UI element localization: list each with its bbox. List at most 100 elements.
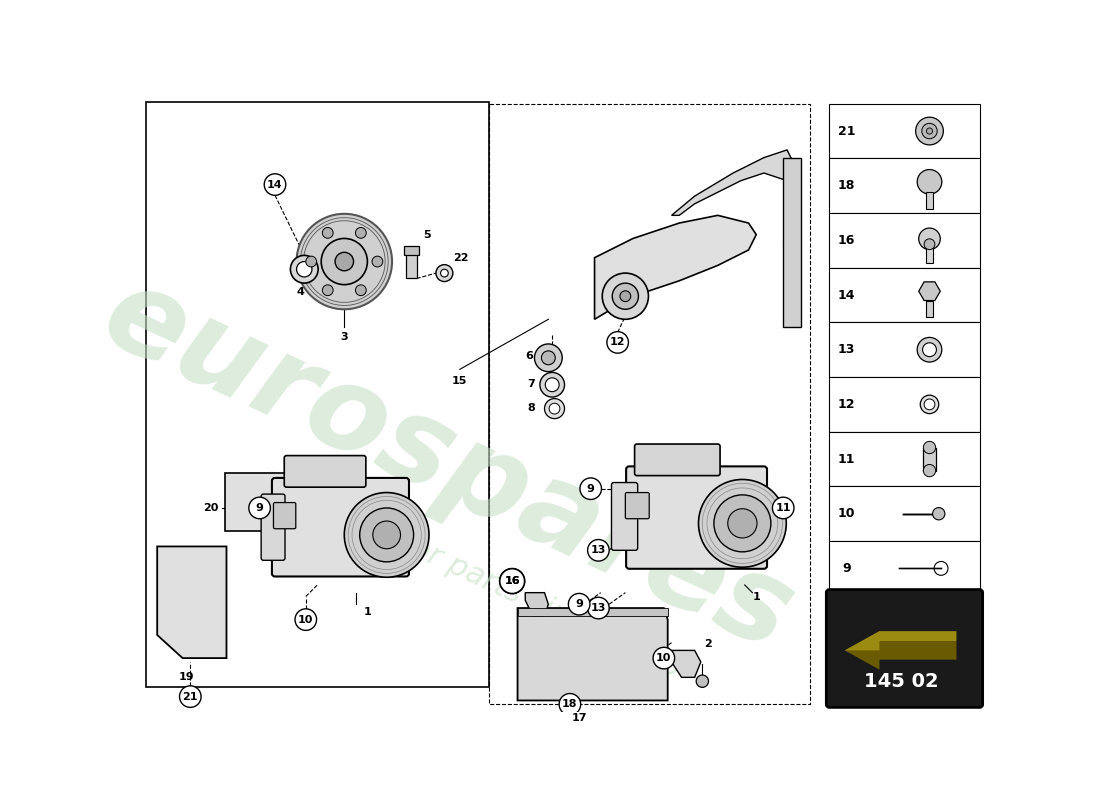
Text: 19: 19 xyxy=(178,672,195,682)
Text: 11: 11 xyxy=(837,453,855,466)
Text: 8: 8 xyxy=(528,403,536,413)
Text: 1: 1 xyxy=(752,591,760,602)
Bar xyxy=(926,192,933,209)
Bar xyxy=(923,447,936,470)
Circle shape xyxy=(297,262,312,277)
Circle shape xyxy=(580,478,602,499)
FancyBboxPatch shape xyxy=(826,590,982,707)
Circle shape xyxy=(923,442,936,454)
Circle shape xyxy=(290,255,318,283)
Text: 4: 4 xyxy=(297,287,305,298)
FancyBboxPatch shape xyxy=(272,478,409,577)
Circle shape xyxy=(322,227,333,238)
Polygon shape xyxy=(517,608,668,701)
Text: 2: 2 xyxy=(704,639,712,650)
Polygon shape xyxy=(157,546,227,658)
Bar xyxy=(926,302,933,317)
Circle shape xyxy=(297,214,392,310)
Text: 145 02: 145 02 xyxy=(864,672,938,690)
Bar xyxy=(829,213,979,268)
Polygon shape xyxy=(517,608,668,616)
Polygon shape xyxy=(671,650,701,678)
Circle shape xyxy=(549,403,560,414)
Text: 18: 18 xyxy=(562,699,578,710)
Text: 6: 6 xyxy=(525,351,533,362)
Circle shape xyxy=(728,509,757,538)
Circle shape xyxy=(924,399,935,410)
FancyBboxPatch shape xyxy=(261,494,285,560)
Text: 16: 16 xyxy=(838,234,855,247)
Text: 10: 10 xyxy=(837,507,855,520)
Circle shape xyxy=(355,285,366,296)
Circle shape xyxy=(918,228,940,250)
Circle shape xyxy=(540,373,564,397)
Circle shape xyxy=(360,508,414,562)
Bar xyxy=(829,104,979,158)
Text: 14: 14 xyxy=(837,289,855,302)
Circle shape xyxy=(306,256,317,267)
Text: 12: 12 xyxy=(837,398,855,411)
Bar xyxy=(829,322,979,377)
Circle shape xyxy=(541,351,556,365)
Text: 14: 14 xyxy=(267,179,283,190)
Text: 16: 16 xyxy=(504,576,520,586)
Polygon shape xyxy=(594,215,757,319)
Text: 22: 22 xyxy=(453,253,469,262)
Circle shape xyxy=(546,378,559,392)
Circle shape xyxy=(917,338,942,362)
Text: 12: 12 xyxy=(609,338,626,347)
Circle shape xyxy=(436,265,453,282)
Text: 1: 1 xyxy=(363,607,372,617)
Polygon shape xyxy=(918,282,940,301)
Circle shape xyxy=(921,395,938,414)
Circle shape xyxy=(653,647,674,669)
Circle shape xyxy=(587,539,609,561)
Circle shape xyxy=(372,256,383,267)
Circle shape xyxy=(915,117,944,145)
Text: 20: 20 xyxy=(204,503,219,513)
Circle shape xyxy=(933,507,945,520)
Circle shape xyxy=(603,273,649,319)
Text: 5: 5 xyxy=(422,230,430,240)
Circle shape xyxy=(295,609,317,630)
Text: 16: 16 xyxy=(504,576,520,586)
Circle shape xyxy=(264,174,286,195)
Bar xyxy=(829,377,979,432)
Bar xyxy=(829,268,979,322)
Text: 13: 13 xyxy=(838,343,855,356)
Circle shape xyxy=(249,497,271,518)
Bar xyxy=(829,541,979,596)
Circle shape xyxy=(923,465,936,477)
Text: eurospares: eurospares xyxy=(86,256,811,675)
Polygon shape xyxy=(671,150,794,215)
Circle shape xyxy=(714,495,771,552)
Text: 9: 9 xyxy=(575,599,583,610)
Text: 9: 9 xyxy=(255,503,264,513)
Circle shape xyxy=(336,252,353,270)
Text: 10: 10 xyxy=(657,653,671,663)
Circle shape xyxy=(620,291,630,302)
Circle shape xyxy=(499,569,525,594)
Polygon shape xyxy=(845,631,957,650)
Circle shape xyxy=(559,694,581,715)
Circle shape xyxy=(917,170,942,194)
Text: 15: 15 xyxy=(452,376,468,386)
Bar xyxy=(404,246,419,255)
Circle shape xyxy=(440,270,449,277)
Circle shape xyxy=(535,344,562,372)
Bar xyxy=(146,102,490,687)
Text: 13: 13 xyxy=(591,603,606,613)
Polygon shape xyxy=(845,631,957,670)
Circle shape xyxy=(544,398,564,418)
Circle shape xyxy=(355,227,366,238)
Text: 7: 7 xyxy=(528,379,536,389)
FancyBboxPatch shape xyxy=(626,466,767,569)
Text: 10: 10 xyxy=(298,614,314,625)
Bar xyxy=(829,432,979,486)
Circle shape xyxy=(569,594,590,615)
Circle shape xyxy=(613,283,638,310)
Circle shape xyxy=(922,123,937,138)
FancyBboxPatch shape xyxy=(284,455,366,487)
Text: 9: 9 xyxy=(586,484,595,494)
Circle shape xyxy=(696,675,708,687)
